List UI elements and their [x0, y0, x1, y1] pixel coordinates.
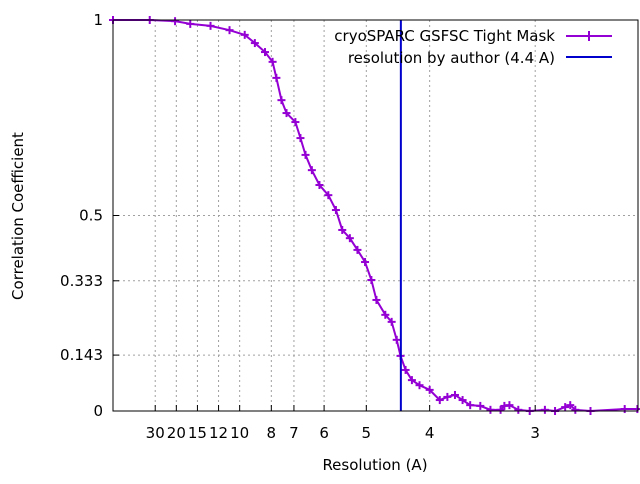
fsc-point-marker	[387, 317, 396, 326]
fsc-point-marker	[225, 26, 234, 35]
grid-lines	[113, 20, 638, 411]
fsc-point-marker	[240, 30, 249, 39]
fsc-point-marker	[186, 19, 195, 28]
fsc-point-marker	[338, 225, 347, 234]
x-tick-label: 6	[319, 424, 329, 442]
x-tick-label: 12	[209, 424, 228, 442]
fsc-point-marker	[260, 48, 269, 57]
fsc-point-marker	[272, 73, 281, 82]
fsc-point-marker	[458, 396, 467, 405]
fsc-point-marker	[381, 310, 390, 319]
x-tick-label: 4	[425, 424, 435, 442]
fsc-point-marker	[367, 276, 376, 285]
fsc-point-marker	[206, 21, 215, 30]
fsc-point-marker	[307, 166, 316, 175]
y-tick-label: 0.5	[79, 207, 103, 225]
fsc-point-marker	[296, 134, 305, 143]
fsc-point-marker	[372, 295, 381, 304]
fsc-point-marker	[620, 405, 629, 414]
fsc-point-marker	[171, 17, 180, 26]
fsc-point-marker	[250, 39, 259, 48]
fsc-point-marker	[345, 234, 354, 243]
y-axis-label: Correlation Coefficient	[9, 132, 27, 300]
fsc-point-marker	[561, 403, 570, 412]
x-tick-label: 5	[362, 424, 372, 442]
fsc-point-marker	[425, 385, 434, 394]
fsc-point-marker	[277, 96, 286, 105]
fsc-point-marker	[353, 245, 362, 254]
fsc-point-marker	[476, 401, 485, 410]
fsc-point-marker	[496, 405, 505, 414]
fsc-point-marker	[466, 401, 475, 410]
x-axis-label: Resolution (A)	[322, 456, 427, 474]
fsc-point-marker	[291, 118, 300, 127]
fsc-point-marker	[301, 150, 310, 159]
fsc-point-marker	[566, 401, 575, 410]
fsc-point-marker	[268, 57, 277, 66]
fsc-point-marker	[505, 401, 514, 410]
fsc-point-marker	[443, 392, 452, 401]
x-tick-label: 20	[167, 424, 186, 442]
fsc-point-marker	[435, 396, 444, 405]
fsc-point-marker	[361, 258, 370, 267]
y-tick-label: 0	[93, 402, 103, 420]
fsc-point-marker	[324, 191, 333, 200]
fsc-point-marker	[514, 405, 523, 414]
x-tick-label: 15	[188, 424, 207, 442]
fsc-point-marker	[450, 390, 459, 399]
fsc-point-marker	[486, 405, 495, 414]
x-tick-label: 30	[146, 424, 165, 442]
fsc-point-marker	[282, 109, 291, 118]
legend-label-author: resolution by author (4.4 A)	[348, 49, 555, 67]
y-tick-label: 0.333	[60, 272, 103, 290]
x-tick-label: 10	[230, 424, 249, 442]
x-tick-label: 7	[289, 424, 299, 442]
x-tick-label: 8	[267, 424, 277, 442]
fsc-point-marker	[540, 405, 549, 414]
fsc-point-marker	[315, 181, 324, 190]
legend-label-fsc: cryoSPARC GSFSC Tight Mask	[334, 27, 555, 45]
fsc-point-marker	[407, 376, 416, 385]
fsc-point-marker	[392, 335, 401, 344]
fsc-point-marker	[401, 365, 410, 374]
x-tick-label: 3	[530, 424, 540, 442]
y-tick-label: 0.143	[60, 346, 103, 364]
fsc-point-marker	[633, 405, 640, 414]
fsc-point-marker	[571, 405, 580, 414]
y-tick-label: 1	[93, 11, 103, 29]
legend: cryoSPARC GSFSC Tight Mask resolution by…	[334, 27, 612, 67]
fsc-point-marker	[331, 206, 340, 215]
fsc-point-marker	[415, 381, 424, 390]
